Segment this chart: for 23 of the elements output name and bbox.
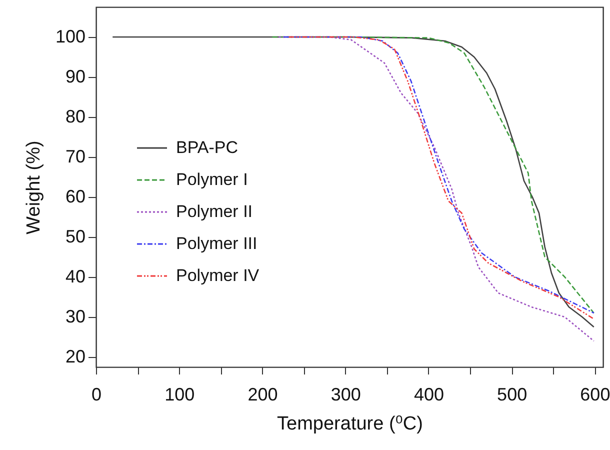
legend-label: BPA-PC xyxy=(176,138,238,157)
x-tick-label: 100 xyxy=(164,384,195,404)
y-tick-label: 60 xyxy=(65,186,86,206)
x-tick-label: 400 xyxy=(414,384,444,404)
x-tick-label: 300 xyxy=(330,384,361,404)
y-tick-label: 90 xyxy=(65,66,86,86)
y-tick-label: 70 xyxy=(65,146,86,166)
legend-label: Polymer II xyxy=(176,202,253,221)
y-axis-title: Weight (%) xyxy=(23,140,44,234)
y-tick-label: 80 xyxy=(65,106,86,126)
y-tick-label: 20 xyxy=(65,346,86,366)
x-tick-label: 500 xyxy=(497,384,528,404)
y-tick-label: 30 xyxy=(65,306,86,326)
y-tick-label: 50 xyxy=(65,226,86,246)
legend-label: Polymer IV xyxy=(176,266,260,285)
x-tick-label: 0 xyxy=(91,384,102,404)
y-tick-label: 100 xyxy=(55,26,86,46)
x-tick-label: 200 xyxy=(248,384,278,404)
x-tick-label: 600 xyxy=(580,384,610,404)
legend-label: Polymer I xyxy=(176,170,248,189)
y-tick-label: 40 xyxy=(65,266,86,286)
legend-label: Polymer III xyxy=(176,234,258,253)
x-axis-title: Temperature (⁰C) xyxy=(277,414,423,434)
